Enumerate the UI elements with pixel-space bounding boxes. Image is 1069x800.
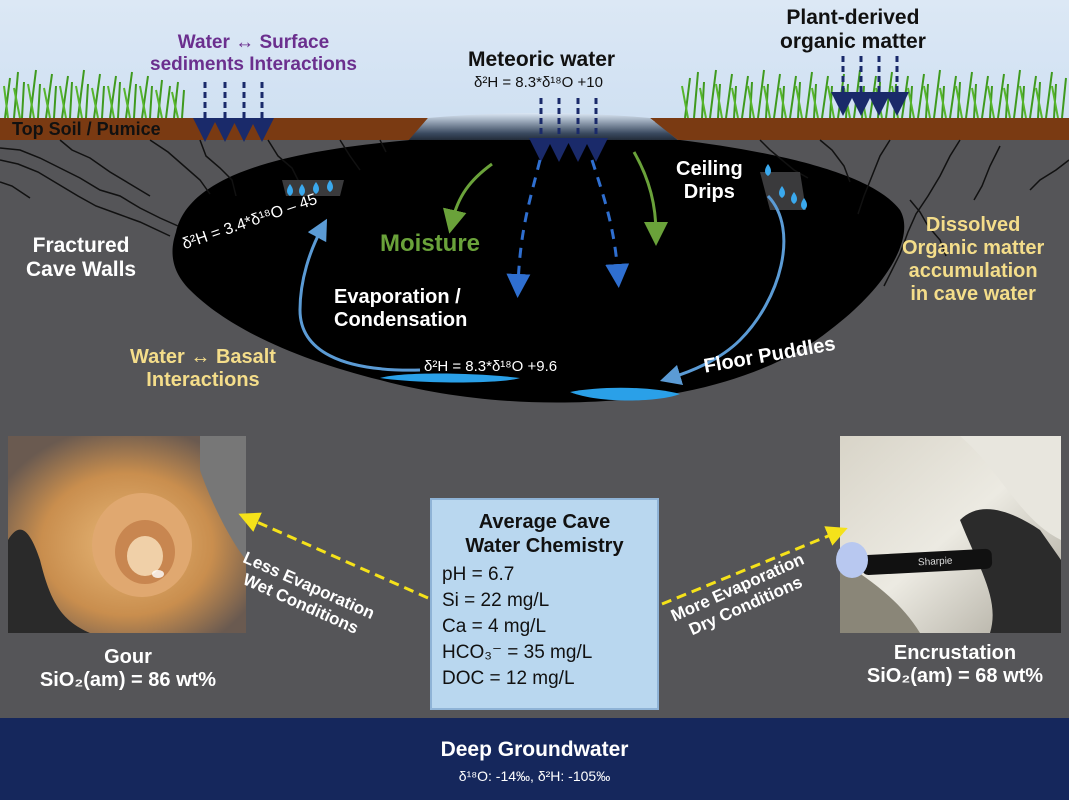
plant-organic-label: Plant-derived organic matter [780,6,926,54]
chemistry-si: Si = 22 mg/L [432,588,657,614]
fractured-walls-label: Fractured Cave Walls [26,234,136,282]
ceiling-drips-label: Ceiling Drips [676,158,743,204]
dissolved-line-4: in cave water [902,283,1044,306]
encrustation-formula: SiO₂(am) = 68 wt% [850,665,1060,688]
chemistry-ca: Ca = 4 mg/L [432,614,657,640]
water-basalt-label: Water ↔ Basalt Interactions [130,346,276,392]
water-surface-line-1: Water ↔ Surface [150,32,357,54]
chemistry-hco3: HCO₃⁻ = 35 mg/L [432,640,657,666]
basalt-line-2: Interactions [130,369,276,392]
groundwater-title: Deep Groundwater [0,738,1069,762]
dissolved-line-3: accumulation [902,260,1044,283]
ceiling-line-1: Ceiling [676,158,743,181]
gour-caption: Gour SiO₂(am) = 86 wt% [28,646,228,692]
chemistry-title-line-1: Average Cave [432,510,657,534]
chemistry-doc: DOC = 12 mg/L [432,666,657,692]
gour-name: Gour [28,646,228,669]
evaporation-label: Evaporation / Condensation [334,286,467,332]
meteoric-water-title: Meteoric water [468,48,615,72]
dissolved-line-1: Dissolved [902,214,1044,237]
evaporation-line-1: Evaporation / [334,286,467,309]
moisture-label: Moisture [380,230,480,258]
plant-organic-line-2: organic matter [780,30,926,54]
meteoric-water-equation: δ²H = 8.3*δ¹⁸O +10 [474,74,603,91]
basalt-line-1: Water ↔ Basalt [130,346,276,369]
fractured-line-2: Cave Walls [26,258,136,282]
dissolved-organic-label: Dissolved Organic matter accumulation in… [902,214,1044,306]
encrustation-name: Encrustation [850,642,1060,665]
encrustation-photo: Sharpie [836,436,1061,633]
evaporation-line-2: Condensation [334,309,467,332]
plant-organic-line-1: Plant-derived [780,6,926,30]
groundwater-isotopes: δ¹⁸O: -14‰, δ²H: -105‰ [0,768,1069,784]
marker-text: Sharpie [918,556,953,569]
fractured-line-1: Fractured [26,234,136,258]
chemistry-title: Average Cave Water Chemistry [432,510,657,558]
cave-water-chemistry-box: Average Cave Water Chemistry pH = 6.7 Si… [430,498,659,710]
top-soil-label: Top Soil / Pumice [12,119,161,140]
gour-photo [8,436,246,633]
soil-right [650,118,1069,140]
chemistry-ph: pH = 6.7 [432,562,657,588]
water-surface-line-2: sediments Interactions [150,54,357,76]
water-surface-label: Water ↔ Surface sediments Interactions [150,32,357,76]
ceiling-line-2: Drips [676,181,743,204]
puddle-equation: δ²H = 8.3*δ¹⁸O +9.6 [424,358,557,375]
dissolved-line-2: Organic matter [902,237,1044,260]
deep-groundwater-band: Deep Groundwater δ¹⁸O: -14‰, δ²H: -105‰ [0,718,1069,800]
chemistry-title-line-2: Water Chemistry [432,534,657,558]
gour-formula: SiO₂(am) = 86 wt% [28,669,228,692]
encrustation-caption: Encrustation SiO₂(am) = 68 wt% [850,642,1060,688]
